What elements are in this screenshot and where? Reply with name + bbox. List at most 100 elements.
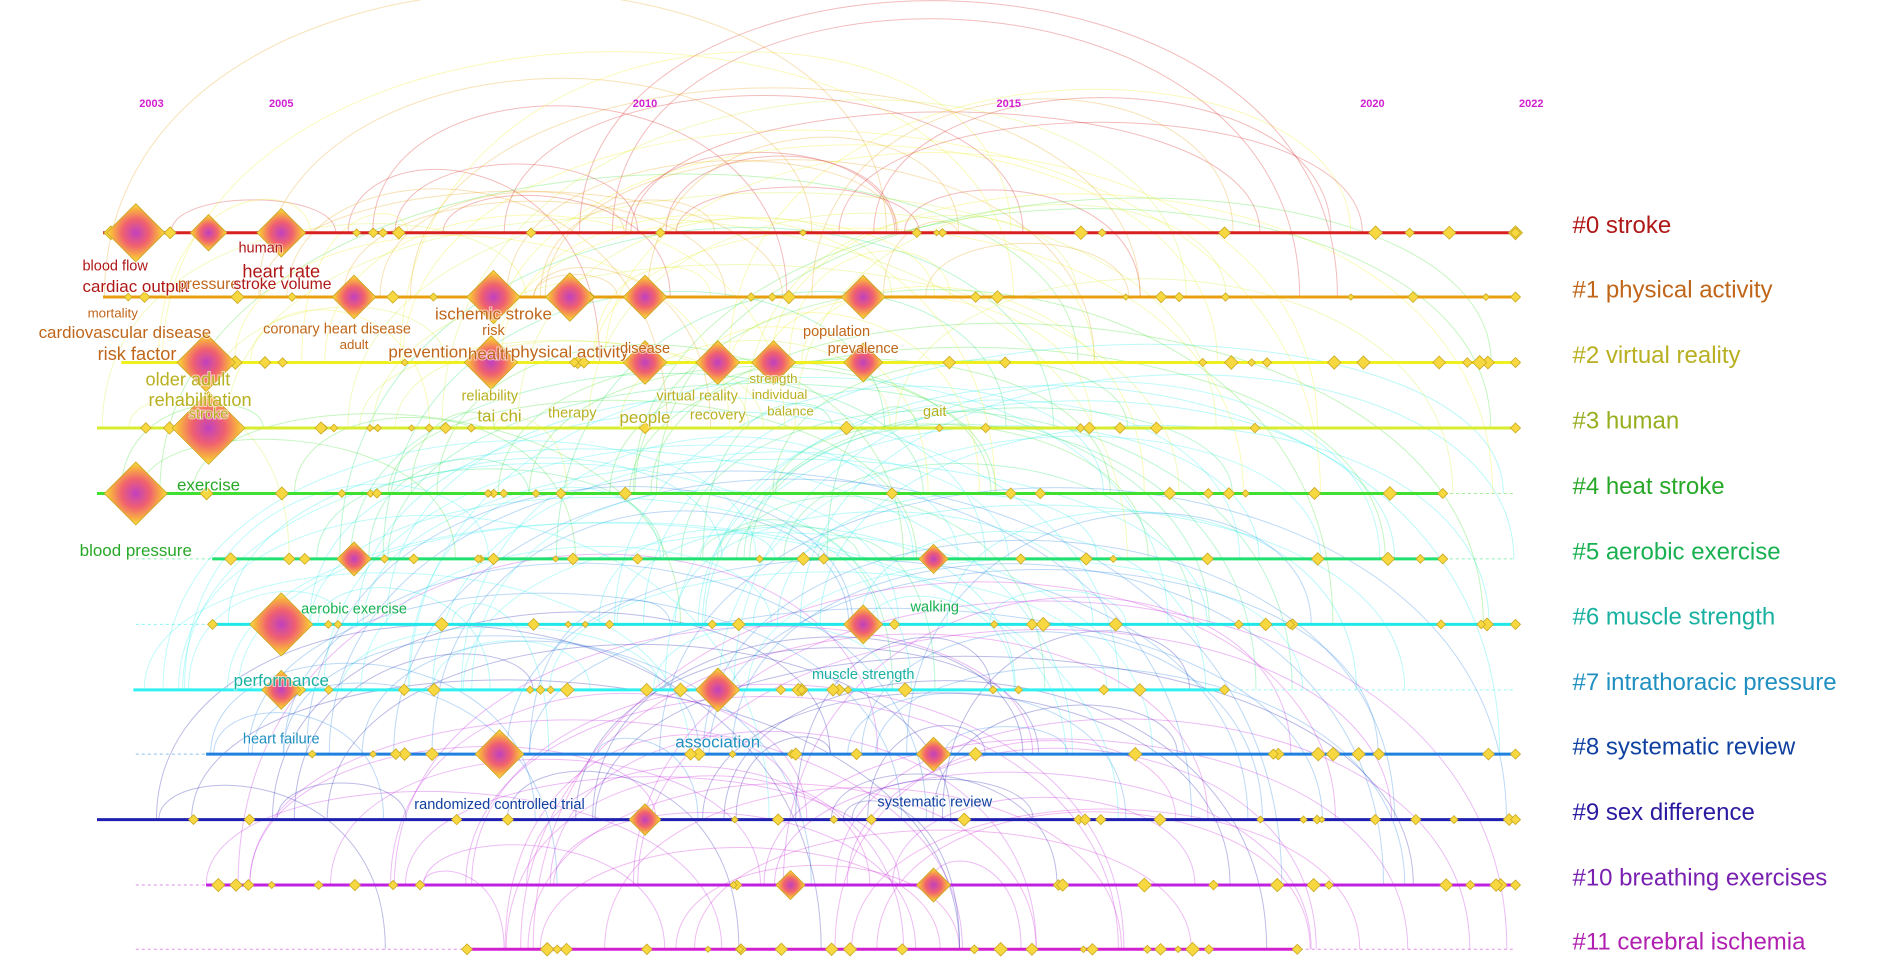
keyword-node bbox=[483, 489, 493, 498]
keyword-node bbox=[352, 228, 362, 238]
keyword-node bbox=[386, 290, 400, 304]
citation-arc bbox=[183, 483, 490, 690]
citation-arc bbox=[323, 444, 959, 690]
citation-arc bbox=[528, 607, 1323, 820]
keyword-node bbox=[1174, 945, 1182, 954]
keyword-node bbox=[1306, 877, 1321, 893]
keyword-node bbox=[1223, 355, 1239, 370]
citation-arc bbox=[205, 791, 723, 950]
keyword-node bbox=[641, 943, 653, 956]
keyword-label: health bbox=[468, 345, 514, 364]
keyword-node bbox=[1307, 486, 1322, 501]
keyword-node bbox=[487, 552, 500, 566]
citation-arc bbox=[988, 589, 1127, 625]
keyword-node bbox=[1291, 943, 1303, 955]
keyword-node bbox=[1318, 816, 1326, 824]
keyword-node bbox=[1372, 747, 1386, 761]
cluster-label: #3 human bbox=[1572, 407, 1679, 434]
citation-arc bbox=[932, 704, 1178, 820]
keyword-node bbox=[1410, 813, 1422, 826]
citation-arc bbox=[906, 512, 1312, 755]
citation-arc bbox=[251, 682, 558, 886]
citation-arc bbox=[387, 399, 918, 559]
keyword-node bbox=[1142, 944, 1152, 954]
keyword-node bbox=[123, 292, 133, 302]
citation-arc bbox=[451, 603, 550, 755]
keyword-node bbox=[824, 942, 839, 957]
citation-arc bbox=[161, 51, 1015, 363]
keyword-node bbox=[1025, 618, 1039, 631]
citation-arc bbox=[504, 734, 801, 950]
citation-arc bbox=[347, 168, 601, 363]
keyword-node bbox=[1014, 685, 1024, 695]
citation-arc bbox=[799, 374, 1515, 625]
keyword-node bbox=[771, 813, 785, 826]
keyword-node bbox=[957, 812, 972, 827]
keyword-node bbox=[767, 292, 778, 302]
keyword-node bbox=[525, 685, 535, 695]
citation-arc bbox=[834, 718, 1471, 950]
keyword-node bbox=[1509, 814, 1522, 826]
citation-arc bbox=[597, 737, 699, 820]
keyword-label: gait bbox=[923, 404, 946, 420]
citation-arc bbox=[103, 0, 887, 298]
keyword-node bbox=[242, 879, 255, 892]
keyword-node bbox=[1004, 487, 1017, 500]
keyword-node bbox=[911, 227, 922, 238]
keyword-node bbox=[1472, 355, 1488, 371]
keyword-node bbox=[999, 356, 1012, 369]
keyword-node bbox=[329, 423, 339, 433]
keyword-node bbox=[1369, 813, 1381, 826]
citation-arc bbox=[817, 536, 936, 690]
keyword-node bbox=[843, 342, 884, 383]
citation-arc bbox=[436, 344, 905, 559]
keyword-node bbox=[1509, 422, 1522, 434]
citation-arc bbox=[442, 194, 671, 298]
keyword-node bbox=[371, 488, 383, 499]
citation-arc bbox=[575, 647, 1040, 820]
keyword-node bbox=[539, 941, 555, 957]
citation-arc bbox=[723, 680, 1268, 950]
citation-arc bbox=[249, 745, 657, 886]
citation-arc bbox=[399, 51, 1012, 363]
keyword-node bbox=[1310, 746, 1326, 762]
citation-arc bbox=[629, 346, 1386, 559]
keyword-node bbox=[631, 553, 644, 565]
keyword-node bbox=[1086, 943, 1099, 956]
citation-arc bbox=[892, 796, 1196, 886]
keyword-node bbox=[1325, 746, 1341, 762]
citation-arc bbox=[182, 462, 912, 690]
citation-arc bbox=[736, 495, 1046, 690]
keyword-node bbox=[366, 489, 375, 498]
keyword-node bbox=[1407, 291, 1419, 303]
keyword-label: blood pressure bbox=[80, 541, 192, 560]
keyword-node bbox=[1153, 812, 1167, 827]
citation-arc bbox=[944, 726, 1069, 755]
keyword-label: pressure bbox=[178, 276, 240, 293]
keyword-node bbox=[314, 421, 328, 435]
arcs bbox=[101, 0, 1515, 950]
citation-arc bbox=[342, 200, 726, 298]
citation-arc bbox=[226, 217, 1128, 559]
keyword-node bbox=[450, 813, 463, 826]
citation-arc bbox=[830, 773, 1058, 886]
year-label: 2005 bbox=[269, 98, 293, 110]
keyword-node bbox=[298, 552, 311, 565]
citation-arc bbox=[361, 640, 700, 755]
citation-arc bbox=[718, 435, 1322, 690]
citation-arc bbox=[549, 571, 1108, 690]
keyword-label: physical activity bbox=[511, 342, 629, 361]
keyword-label: association bbox=[675, 733, 760, 752]
citation-arc bbox=[423, 844, 666, 950]
citation-arc bbox=[549, 730, 1037, 950]
keyword-node bbox=[1267, 748, 1280, 760]
keyword-node bbox=[731, 617, 746, 632]
citation-arc bbox=[875, 666, 1406, 886]
keyword-node bbox=[1241, 489, 1250, 498]
citation-arc bbox=[834, 740, 1177, 950]
keyword-label: balance bbox=[767, 404, 814, 419]
keyword-node bbox=[206, 618, 219, 630]
citation-arc bbox=[158, 784, 386, 950]
citation-arc bbox=[101, 223, 527, 428]
citation-arc bbox=[432, 640, 591, 690]
